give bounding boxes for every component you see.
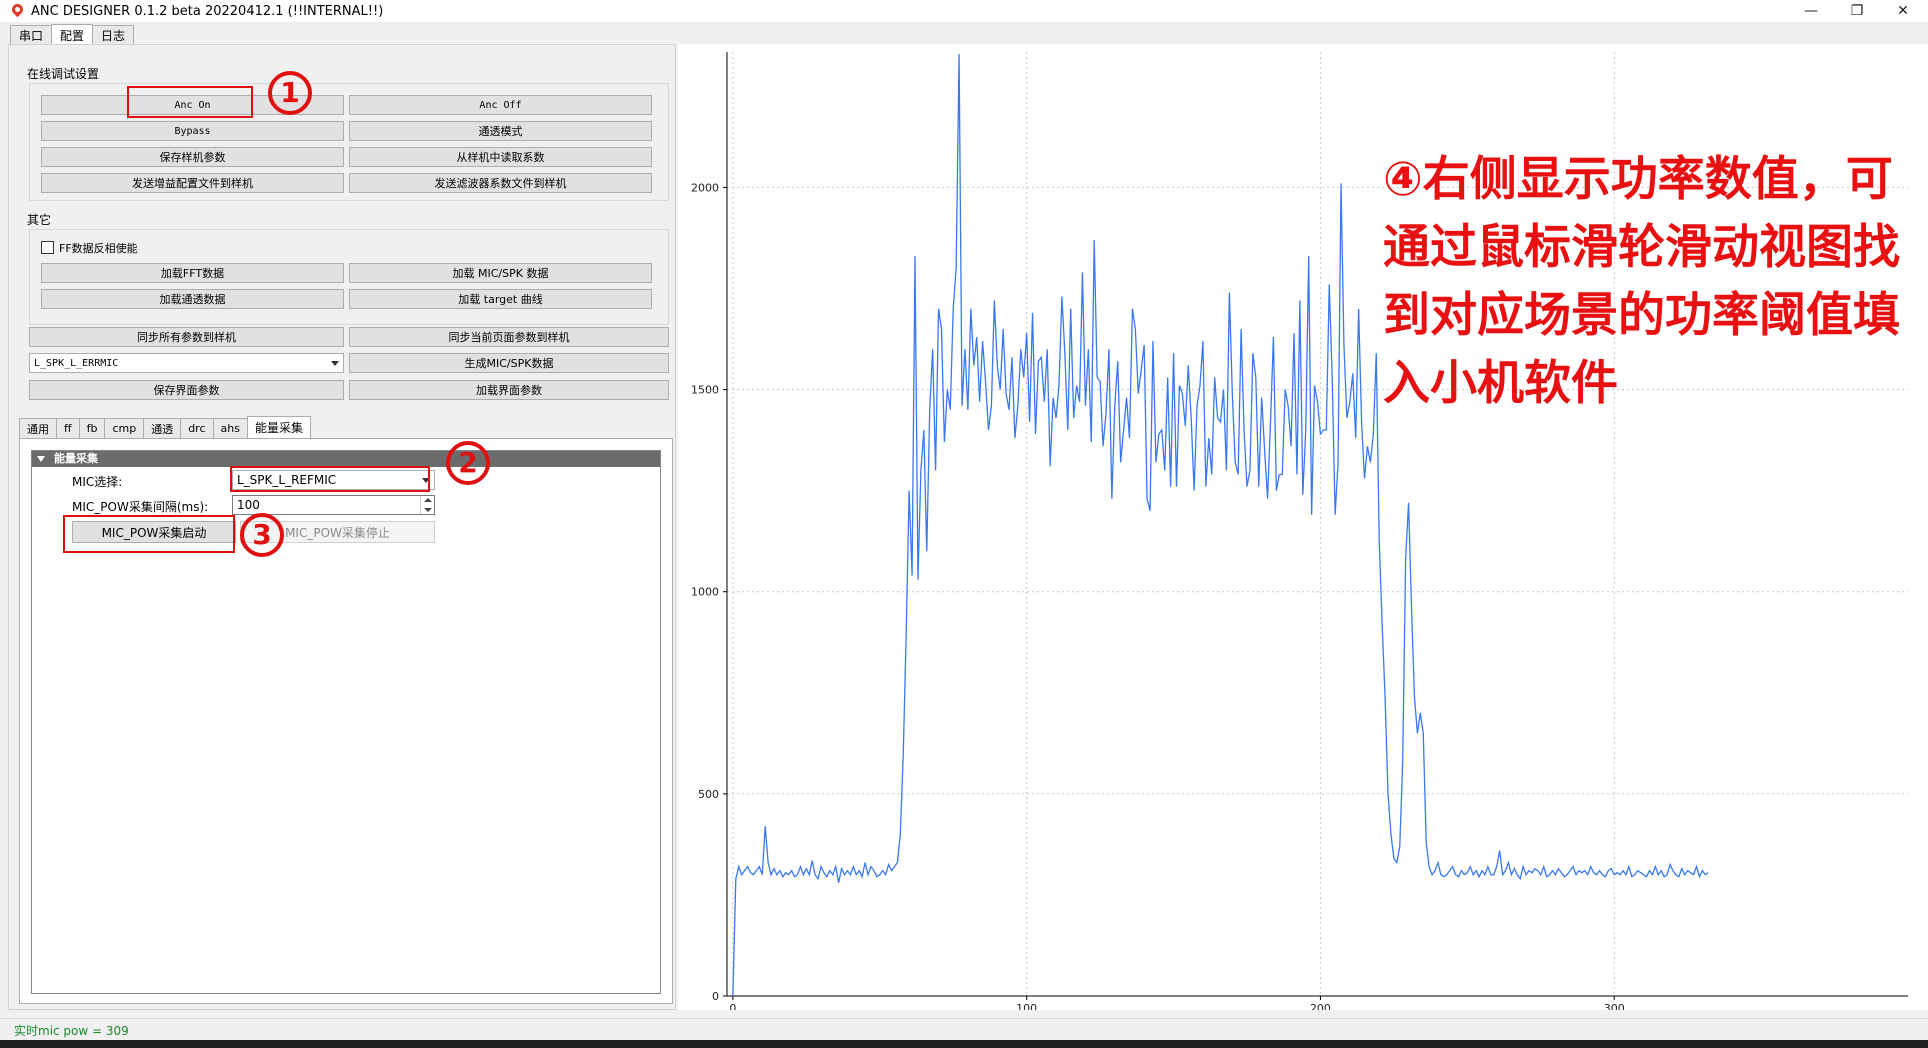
mic-pow-status: 实时mic pow = 309: [14, 1024, 129, 1038]
x-tick-label: 200: [1310, 1002, 1331, 1010]
sync-all-button[interactable]: 同步所有参数到样机: [29, 327, 344, 347]
save-ui-params-button[interactable]: 保存界面参数: [29, 380, 344, 400]
sync-page-button[interactable]: 同步当前页面参数到样机: [349, 327, 669, 347]
online-debug-title: 在线调试设置: [27, 67, 100, 81]
tab-log[interactable]: 日志: [92, 25, 135, 45]
mic-spk-combo[interactable]: L_SPK_L_ERRMIC: [29, 353, 344, 373]
close-button[interactable]: ✕: [1880, 0, 1926, 22]
bypass-button[interactable]: Bypass: [41, 121, 344, 141]
transparent-mode-button[interactable]: 通透模式: [349, 121, 652, 141]
load-mic-spk-button[interactable]: 加载 MIC/SPK 数据: [349, 263, 652, 283]
y-tick-label: 500: [698, 788, 719, 801]
chevron-down-icon: [422, 478, 430, 483]
energy-capture-header: 能量采集: [54, 452, 98, 465]
chevron-down-icon: [331, 361, 339, 366]
load-transparent-button[interactable]: 加载通透数据: [41, 289, 344, 309]
energy-capture-panel: 能量采集 MIC选择: L_SPK_L_REFMIC MIC_POW采集间隔(m…: [19, 438, 673, 1004]
window-title: ANC DESIGNER 0.1.2 beta 20220412.1 (!!IN…: [31, 3, 384, 19]
x-tick-label: 0: [729, 1002, 736, 1010]
interval-label: MIC_POW采集间隔(ms):: [72, 500, 209, 514]
taskbar-strip: [0, 1040, 1928, 1048]
tab-cmp[interactable]: cmp: [104, 418, 145, 438]
title-bar: ANC DESIGNER 0.1.2 beta 20220412.1 (!!IN…: [0, 0, 1928, 22]
load-ui-params-button[interactable]: 加载界面参数: [349, 380, 669, 400]
y-tick-label: 2000: [691, 181, 719, 194]
x-tick-label: 100: [1016, 1002, 1037, 1010]
tab-ff[interactable]: ff: [56, 418, 80, 438]
other-title: 其它: [27, 213, 52, 227]
highlight-mic-select: [230, 466, 430, 492]
spin-buttons[interactable]: [420, 496, 434, 514]
tab-general[interactable]: 通用: [19, 418, 57, 438]
highlight-start-button: [63, 515, 235, 553]
power-chart[interactable]: 0 100 200 300 0 500 1000 1500 2000: [678, 44, 1928, 1010]
maximize-button[interactable]: ❐: [1834, 0, 1880, 22]
x-tick-label: 300: [1604, 1002, 1625, 1010]
status-bar: 实时mic pow = 309: [0, 1018, 1928, 1040]
tab-config[interactable]: 配置: [51, 24, 94, 45]
step-1-marker: 1: [268, 71, 312, 115]
tab-ahs[interactable]: ahs: [212, 418, 248, 438]
interval-spinbox[interactable]: 100: [232, 495, 435, 515]
load-target-button[interactable]: 加载 target 曲线: [349, 289, 652, 309]
step-3-marker: 3: [240, 513, 284, 557]
step-2-marker: 2: [446, 441, 490, 485]
power-series-line: [732, 54, 1709, 997]
app-pin-icon: [12, 4, 23, 18]
tab-fb[interactable]: fb: [78, 418, 106, 438]
mic-select-combo[interactable]: L_SPK_L_REFMIC: [232, 470, 435, 490]
y-tick-label: 1000: [691, 586, 719, 599]
step-4-annotation: ④右侧显示功率数值，可通过鼠标滑轮滑动视图找到对应场景的功率阈值填入小机软件: [1383, 152, 1900, 411]
restore-icon: ❐: [1850, 3, 1864, 19]
interval-value: 100: [237, 498, 260, 512]
tab-energy-capture[interactable]: 能量采集: [246, 416, 311, 438]
minimize-button[interactable]: —: [1788, 0, 1834, 22]
read-params-button[interactable]: 从样机中读取系数: [349, 147, 652, 167]
property-tree: 能量采集 MIC选择: L_SPK_L_REFMIC MIC_POW采集间隔(m…: [31, 450, 661, 994]
tab-drc[interactable]: drc: [180, 418, 214, 438]
save-params-button[interactable]: 保存样机参数: [41, 147, 344, 167]
highlight-anc-on: [127, 86, 253, 118]
mic-spk-combo-value: L_SPK_L_ERRMIC: [34, 357, 119, 369]
send-gain-config-button[interactable]: 发送增益配置文件到样机: [41, 173, 344, 193]
power-chart-svg[interactable]: 0 100 200 300 0 500 1000 1500 2000: [678, 44, 1928, 1010]
mic-pow-start-button[interactable]: MIC_POW采集启动: [72, 521, 236, 543]
load-fft-button[interactable]: 加载FFT数据: [41, 263, 344, 283]
minimize-icon: —: [1804, 3, 1818, 19]
mic-select-label: MIC选择:: [72, 475, 123, 489]
anc-off-button[interactable]: Anc Off: [349, 95, 652, 115]
y-tick-label: 1500: [691, 384, 719, 397]
spin-down-icon[interactable]: [424, 508, 432, 512]
ff-invert-checkbox[interactable]: [41, 241, 54, 254]
tab-transparent[interactable]: 通透: [143, 418, 182, 438]
tree-header[interactable]: 能量采集: [32, 451, 660, 467]
close-icon: ✕: [1897, 3, 1909, 19]
main-tab-bar: 串口 配置 日志: [10, 24, 135, 45]
mic-select-value: L_SPK_L_REFMIC: [237, 473, 337, 487]
collapse-triangle-icon[interactable]: [37, 456, 45, 462]
y-tick-label: 0: [712, 990, 719, 1003]
ff-invert-label: FF数据反相使能: [59, 242, 138, 255]
tab-serial[interactable]: 串口: [10, 25, 53, 45]
gen-mic-spk-button[interactable]: 生成MIC/SPK数据: [349, 353, 669, 373]
spin-up-icon[interactable]: [424, 498, 432, 502]
sub-tab-bar: 通用 ff fb cmp 通透 drc ahs 能量采集: [19, 416, 311, 438]
send-filter-coeffs-button[interactable]: 发送滤波器系数文件到样机: [349, 173, 652, 193]
